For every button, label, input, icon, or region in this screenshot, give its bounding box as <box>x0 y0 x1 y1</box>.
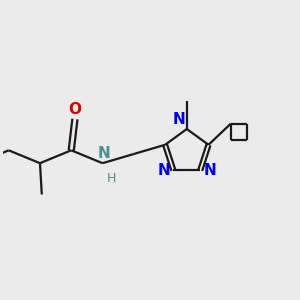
Text: H: H <box>106 172 116 185</box>
Text: N: N <box>172 112 185 127</box>
Text: N: N <box>98 146 111 161</box>
Text: N: N <box>204 163 217 178</box>
Text: O: O <box>68 102 81 117</box>
Text: N: N <box>158 163 170 178</box>
